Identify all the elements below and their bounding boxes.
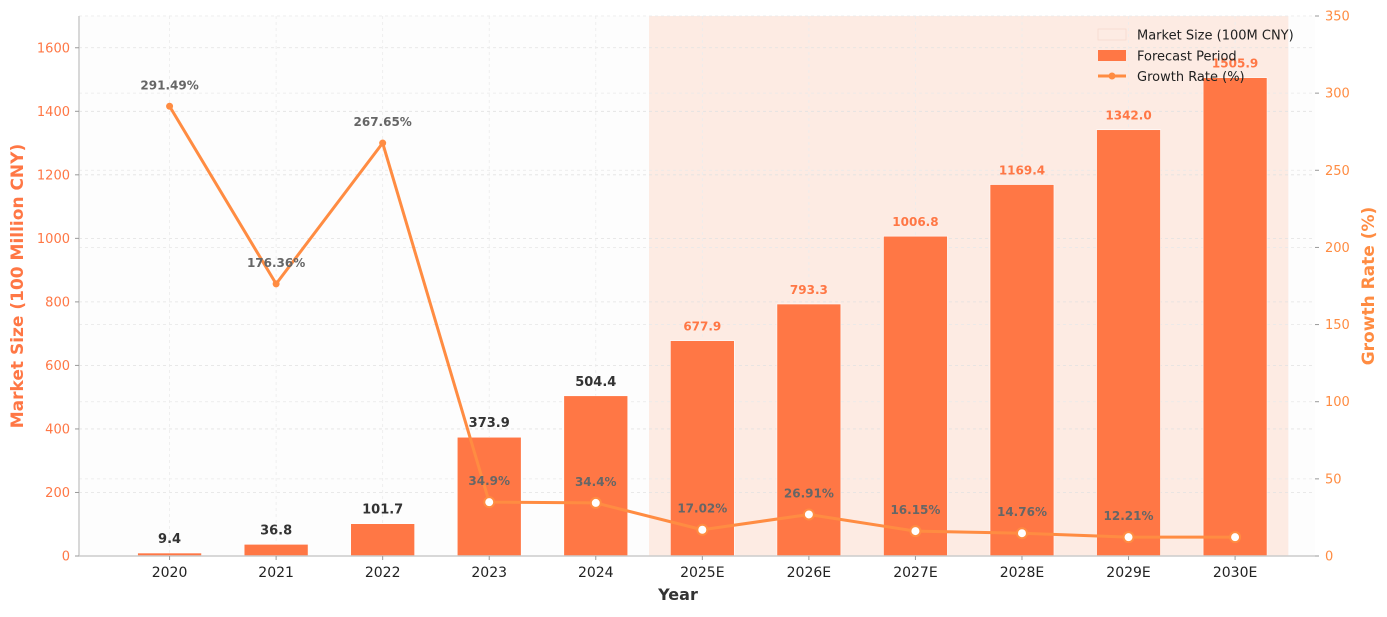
growth-rate-point (1015, 527, 1028, 540)
y2-tick-label: 250 (1325, 164, 1350, 179)
growth-rate-point (696, 523, 709, 536)
growth-rate-label: 14.76% (997, 505, 1047, 519)
market-size-bar (989, 184, 1055, 557)
market-size-bar (670, 340, 735, 557)
market-size-bar (883, 235, 948, 557)
growth-rate-point (379, 139, 387, 147)
market-size-bar (243, 544, 309, 557)
x-tick-label: 2026E (787, 565, 831, 581)
forecast-period-region (649, 16, 1289, 556)
x-tick-label: 2020 (152, 565, 188, 581)
bar-value-label: 36.8 (260, 523, 292, 538)
legend-swatch-market-size (1097, 28, 1127, 41)
x-tick-label: 2025E (680, 565, 724, 581)
y-tick-label: 200 (45, 486, 70, 501)
growth-rate-point (1229, 531, 1242, 544)
x-tick-label: 2030E (1213, 565, 1257, 581)
growth-rate-label: 34.4% (575, 475, 617, 489)
growth-rate-label: 291.49% (140, 78, 198, 92)
y-tick-label: 1000 (37, 232, 70, 247)
market-size-bar (1202, 77, 1268, 557)
y-tick-label: 800 (45, 295, 70, 310)
y-tick-label: 600 (45, 359, 70, 374)
legend-label-growth-rate: Growth Rate (%) (1137, 70, 1245, 85)
growth-rate-label: 26.91% (784, 486, 834, 500)
growth-rate-point (589, 496, 602, 509)
y-tick-label: 0 (62, 550, 70, 565)
bar-value-label: 677.9 (683, 320, 721, 334)
y-tick-label: 1200 (37, 168, 70, 183)
x-tick-label: 2024 (578, 565, 614, 581)
legend-label-market-size: Market Size (100M CNY) (1137, 29, 1294, 44)
legend-label-forecast-period: Forecast Period (1137, 50, 1237, 65)
market-size-bar (563, 395, 629, 557)
growth-rate-label: 176.36% (247, 256, 305, 270)
growth-rate-point (272, 280, 280, 288)
legend-swatch-growth-marker (1108, 72, 1116, 80)
bar-value-label: 504.4 (575, 375, 616, 390)
y2-tick-label: 50 (1325, 472, 1342, 487)
bar-value-label: 1342.0 (1105, 109, 1151, 123)
bar-value-label: 1006.8 (892, 215, 938, 229)
y-tick-label: 400 (45, 422, 70, 437)
growth-rate-point (1122, 531, 1135, 544)
growth-rate-point (166, 102, 174, 110)
y2-tick-label: 0 (1325, 550, 1333, 565)
x-tick-label: 2027E (893, 565, 937, 581)
y-tick-label: 1400 (37, 105, 70, 120)
growth-rate-label: 34.9% (468, 474, 510, 488)
y-axis-title: Market Size (100 Million CNY) (8, 144, 28, 429)
growth-rate-label: 16.15% (890, 503, 940, 517)
y-tick-label: 1600 (37, 41, 70, 56)
x-tick-label: 2028E (1000, 565, 1044, 581)
growth-rate-point (909, 525, 922, 538)
market-size-bar (1096, 129, 1161, 557)
y2-tick-label: 150 (1325, 318, 1350, 333)
legend-swatch-forecast-period (1098, 50, 1126, 61)
bar-value-label: 1169.4 (999, 164, 1045, 178)
y2-tick-label: 300 (1325, 87, 1350, 102)
y2-tick-label: 350 (1325, 10, 1350, 25)
bar-value-label: 793.3 (790, 283, 828, 297)
x-tick-label: 2021 (258, 565, 294, 581)
bar-value-label: 373.9 (469, 416, 510, 431)
growth-rate-label: 17.02% (677, 502, 727, 516)
x-tick-label: 2029E (1106, 565, 1150, 581)
growth-rate-point (802, 508, 815, 521)
growth-rate-point (483, 496, 496, 509)
y2-tick-label: 100 (1325, 395, 1350, 410)
growth-rate-label: 267.65% (354, 115, 412, 129)
y2-tick-label: 200 (1325, 241, 1350, 256)
growth-rate-label: 12.21% (1104, 509, 1154, 523)
bar-value-label: 9.4 (158, 532, 181, 547)
x-tick-label: 2022 (365, 565, 401, 581)
market-size-bar (350, 523, 415, 557)
x-axis-title: Year (657, 585, 698, 604)
bar-value-label: 101.7 (362, 503, 403, 518)
bar-value-label: 1505.9 (1212, 57, 1258, 71)
y2-axis-title: Growth Rate (%) (1359, 207, 1379, 366)
x-tick-label: 2023 (471, 565, 507, 581)
